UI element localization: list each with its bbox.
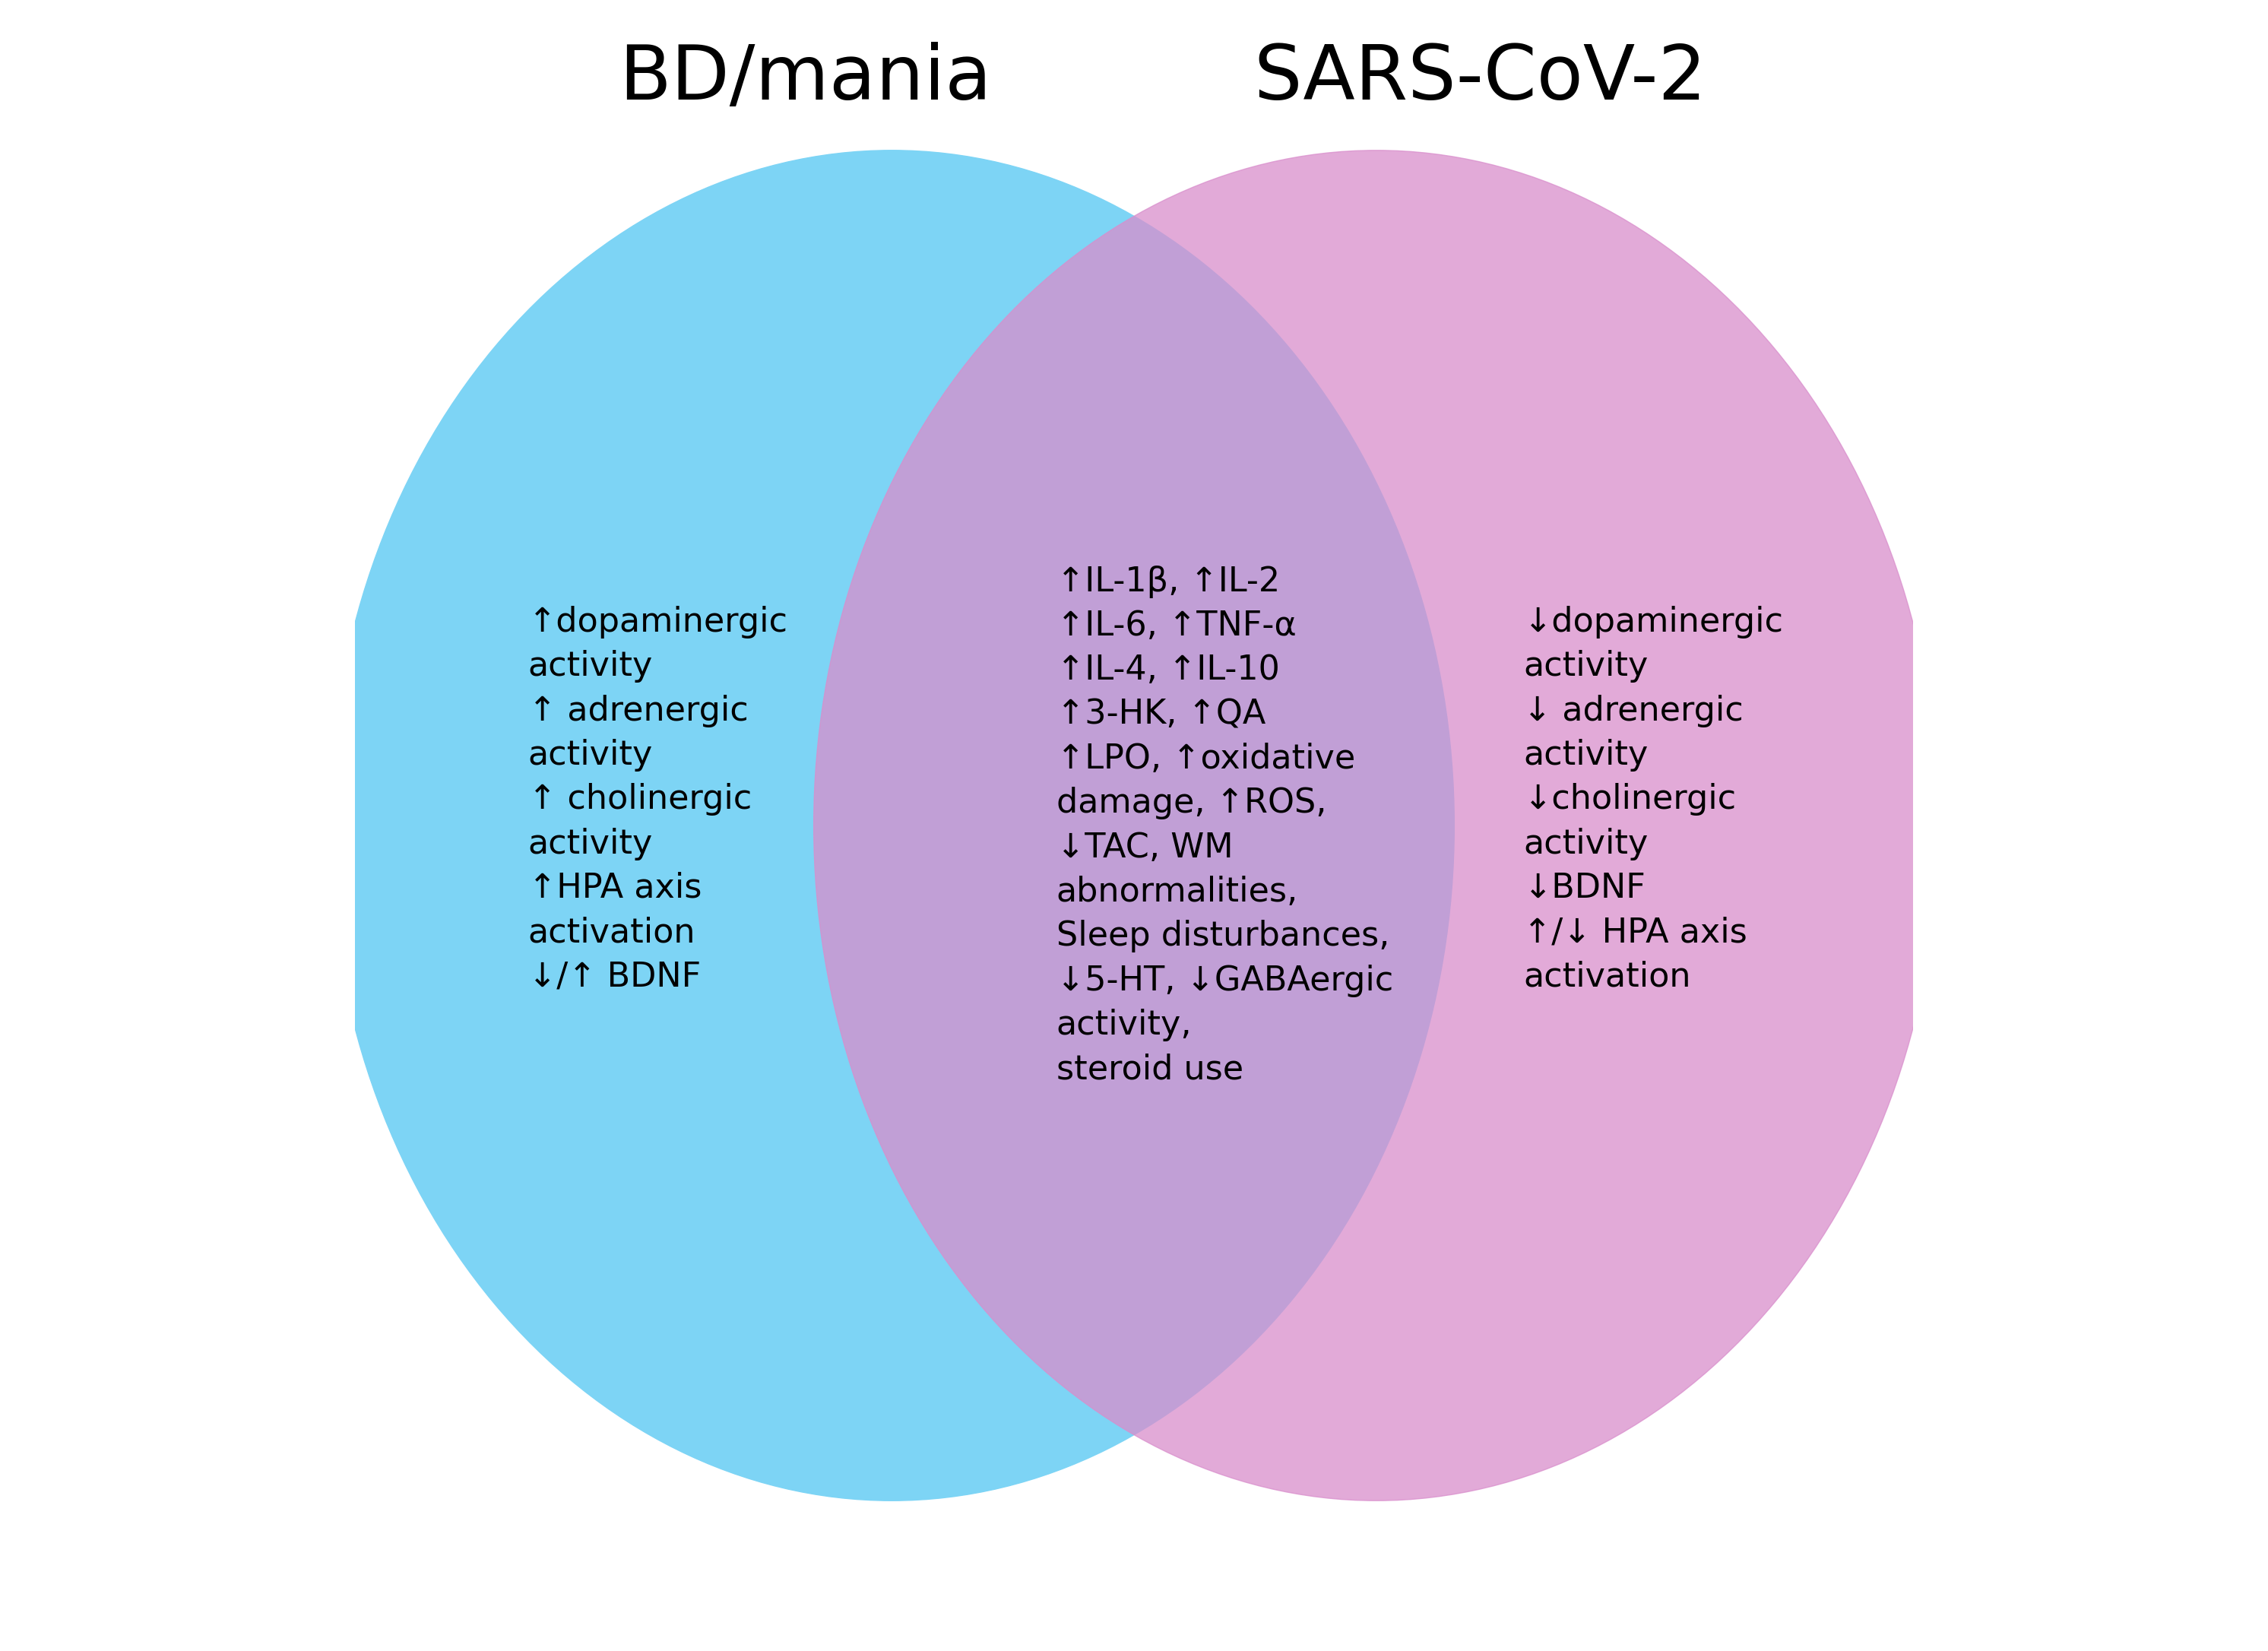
Ellipse shape xyxy=(329,150,1454,1501)
Text: BD/mania: BD/mania xyxy=(619,41,991,116)
Text: ↑dopaminergic
activity
↑ adrenergic
activity
↑ cholinergic
activity
↑HPA axis
ac: ↑dopaminergic activity ↑ adrenergic acti… xyxy=(528,606,787,994)
Text: ↓dopaminergic
activity
↓ adrenergic
activity
↓cholinergic
activity
↓BDNF
↑/↓ HPA: ↓dopaminergic activity ↓ adrenergic acti… xyxy=(1524,606,1783,994)
Text: ↑IL-1β, ↑IL-2
↑IL-6, ↑TNF-α
↑IL-4, ↑IL-10
↑3-HK, ↑QA
↑LPO, ↑oxidative
damage, ↑R: ↑IL-1β, ↑IL-2 ↑IL-6, ↑TNF-α ↑IL-4, ↑IL-1… xyxy=(1057,565,1393,1086)
Ellipse shape xyxy=(814,150,1939,1501)
Text: SARS-CoV-2: SARS-CoV-2 xyxy=(1254,41,1708,116)
